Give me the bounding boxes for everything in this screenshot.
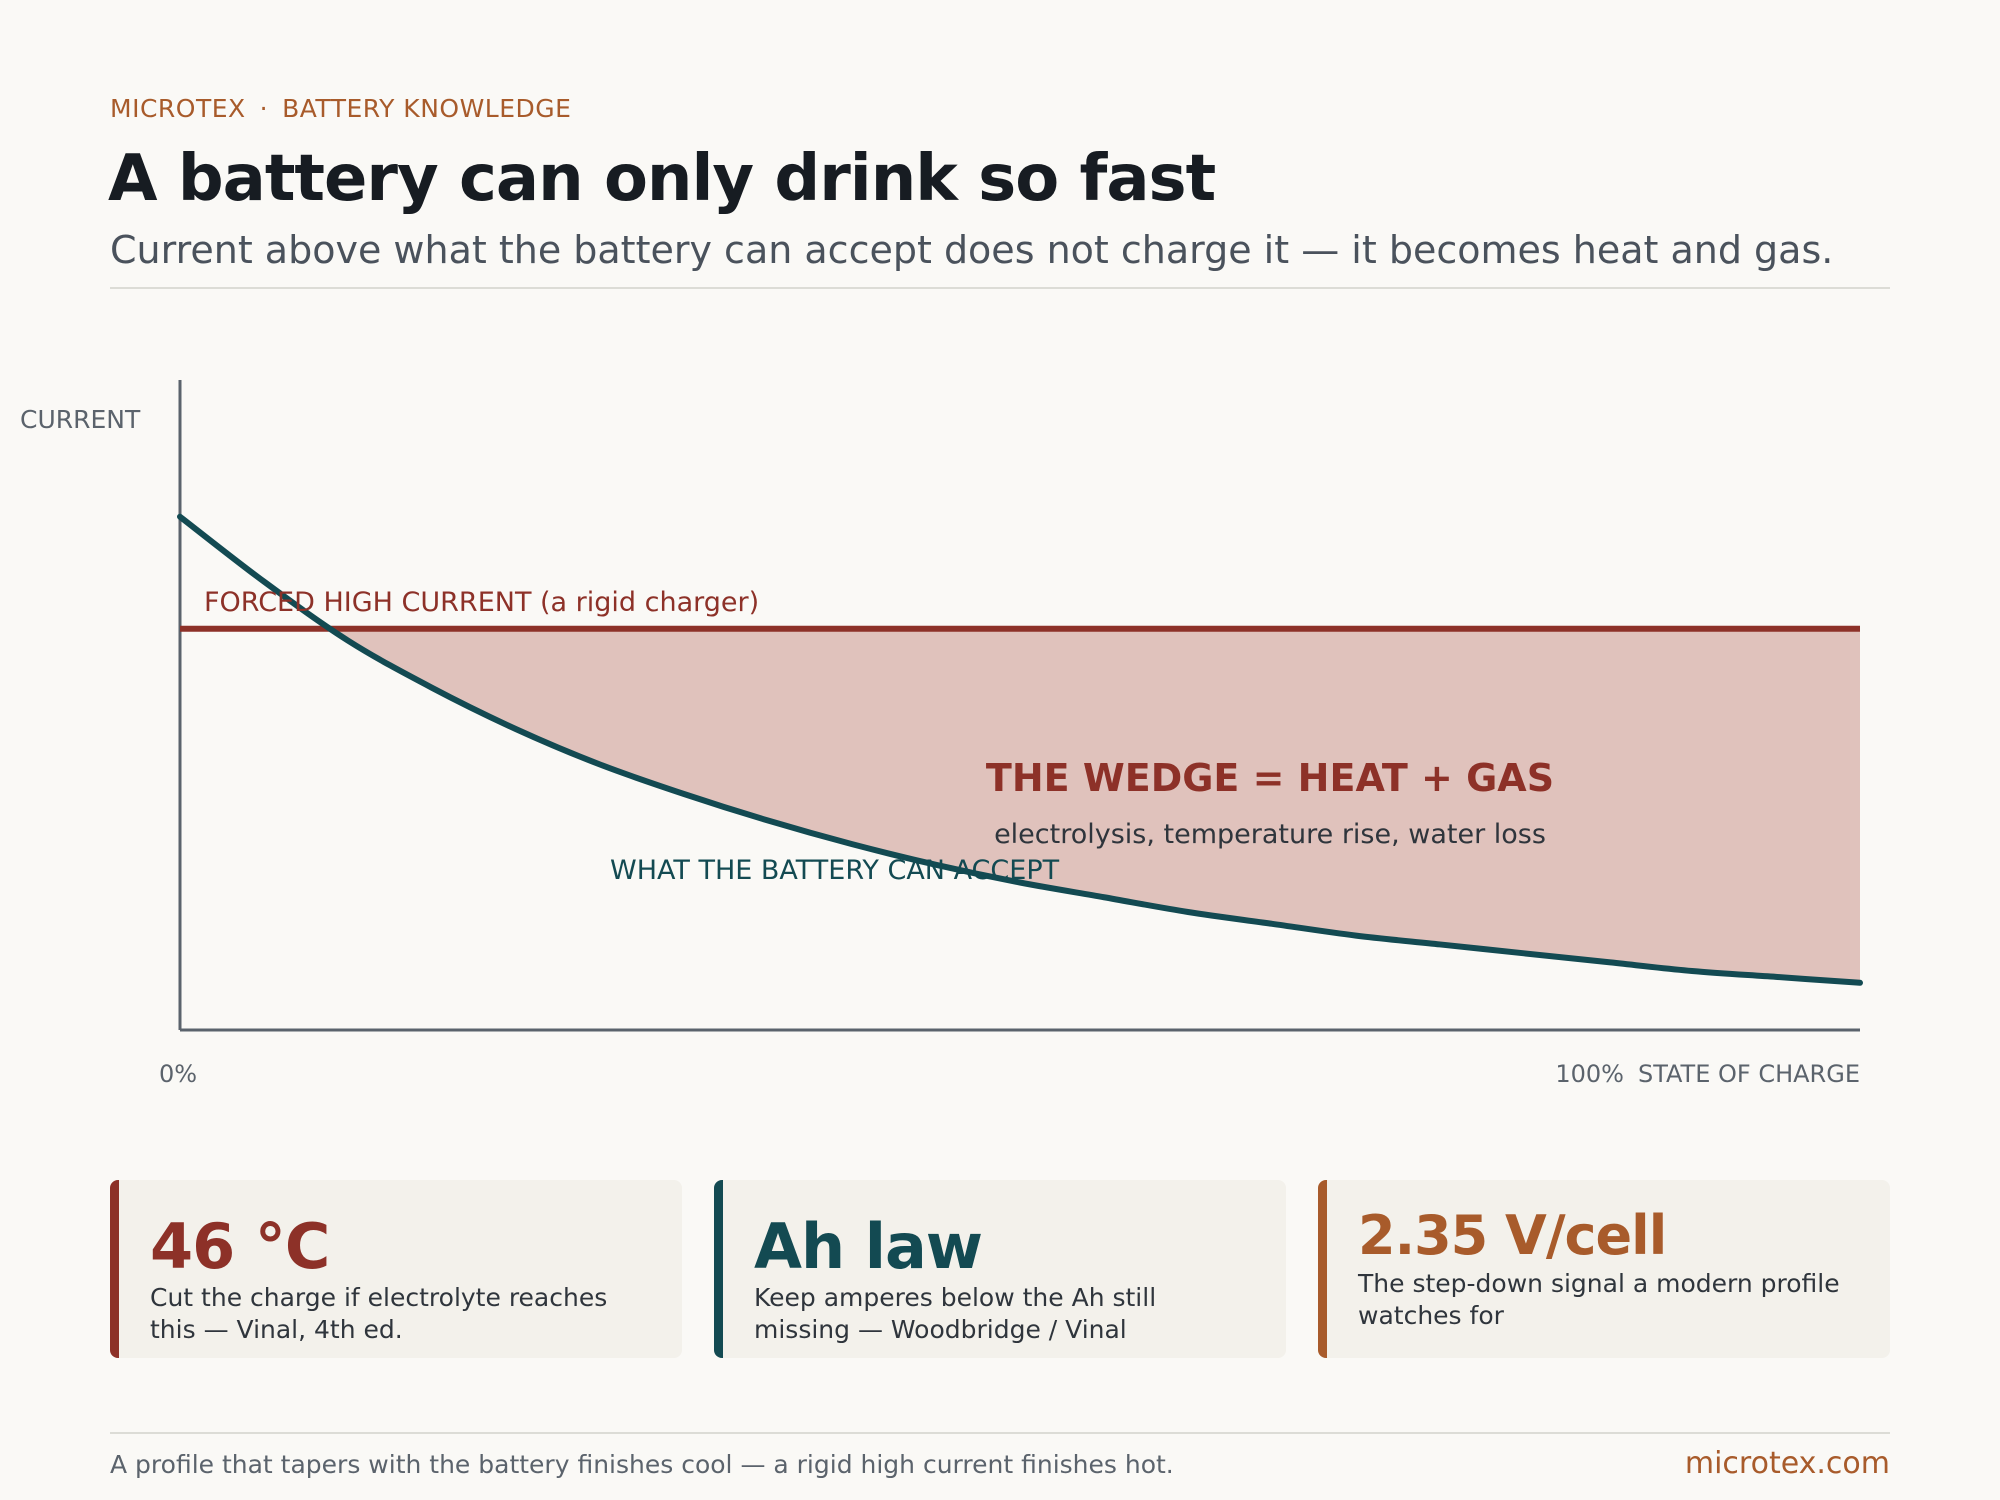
brand-label: MICROTEX <box>110 94 246 123</box>
acceptance-curve-label: WHAT THE BATTERY CAN ACCEPT <box>610 855 1060 886</box>
card-accent-bar <box>1318 1180 1327 1358</box>
heat-gas-wedge-area <box>331 628 1861 983</box>
card-value: Ah law <box>754 1210 983 1283</box>
card-value: 2.35 V/cell <box>1358 1204 1667 1267</box>
eyebrow-separator: · <box>259 94 269 123</box>
footer-text: A profile that tapers with the battery f… <box>110 1450 1174 1479</box>
footer-divider <box>110 1432 1890 1434</box>
stat-card-voltage: 2.35 V/cell The step-down signal a moder… <box>1318 1180 1890 1358</box>
eyebrow: MICROTEX · BATTERY KNOWLEDGE <box>110 94 571 123</box>
section-label: BATTERY KNOWLEDGE <box>282 94 572 123</box>
x-tick-0: 0% <box>159 1060 197 1088</box>
card-value: 46 °C <box>150 1210 330 1283</box>
forced-current-label: FORCED HIGH CURRENT (a rigid charger) <box>204 587 759 618</box>
stat-card-temperature: 46 °C Cut the charge if electrolyte reac… <box>110 1180 682 1358</box>
header-divider <box>110 287 1890 289</box>
site-link[interactable]: microtex.com <box>1684 1446 1890 1481</box>
stat-card-ah-law: Ah law Keep amperes below the Ah still m… <box>714 1180 1286 1358</box>
wedge-subtitle: electrolysis, temperature rise, water lo… <box>994 819 1546 850</box>
page-title: A battery can only drink so fast <box>108 142 1216 216</box>
x-axis-label: STATE OF CHARGE <box>1638 1060 1860 1088</box>
card-description: Keep amperes below the Ah still missing … <box>754 1283 1157 1344</box>
stat-cards: 46 °C Cut the charge if electrolyte reac… <box>110 1180 1890 1360</box>
card-accent-bar <box>110 1180 119 1358</box>
card-accent-bar <box>714 1180 723 1358</box>
x-axis-end-labels: 100% STATE OF CHARGE <box>1555 1060 1860 1088</box>
x-tick-100: 100% <box>1555 1060 1624 1088</box>
y-axis-label: CURRENT <box>20 405 141 434</box>
card-description: The step-down signal a modern profile wa… <box>1358 1269 1840 1330</box>
wedge-title: THE WEDGE = HEAT + GAS <box>986 756 1554 800</box>
card-description: Cut the charge if electrolyte reaches th… <box>150 1283 608 1344</box>
page-subtitle: Current above what the battery can accep… <box>110 228 1834 272</box>
acceptance-chart: CURRENT 0% 100% STATE OF CHARGE FORCED HI… <box>20 380 1863 1088</box>
acceptance-curve <box>177 513 1863 986</box>
